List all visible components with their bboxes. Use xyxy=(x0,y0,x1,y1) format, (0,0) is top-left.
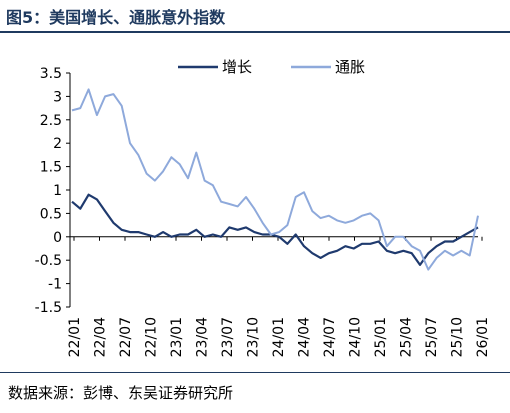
y-tick-label: 3.5 xyxy=(40,66,62,82)
source-note: 数据来源：彭博、东吴证券研究所 xyxy=(8,384,234,402)
legend-label: 通胀 xyxy=(335,58,365,76)
figure-title: 图5：美国增长、通胀意外指数 xyxy=(6,8,226,27)
series-line-inflation xyxy=(71,88,479,271)
x-tick-label: 25/07 xyxy=(424,317,440,357)
x-tick-label: 23/07 xyxy=(220,317,236,357)
title-rule xyxy=(0,31,510,33)
x-tick-label: 24/10 xyxy=(348,317,364,357)
x-tick-label: 22/07 xyxy=(118,317,134,357)
y-tick-label: 0 xyxy=(53,230,62,246)
x-tick-label: 25/10 xyxy=(450,317,466,357)
series-line-growth xyxy=(71,193,479,266)
x-tick-label: 25/01 xyxy=(373,317,389,357)
y-tick-label: 3 xyxy=(53,89,62,105)
line-chart: 增长 通胀 3.532.521.510.50-0.5-1-1.5 22/01 22/… xyxy=(35,58,491,357)
y-axis: 3.5 3 2.5 2 1.5 1 0.5 0 -0.5 -1 -1.5 xyxy=(35,66,71,316)
x-tick-label: 26/01 xyxy=(475,317,491,357)
y-tick-label: -1 xyxy=(48,277,62,293)
x-axis: 22/01 22/04 22/07 22/10 23/01 23/04 23/07 23/10… xyxy=(67,236,491,357)
x-tick-label: 25/04 xyxy=(399,317,415,357)
x-tick-label: 22/01 xyxy=(67,317,83,357)
chart-legend: 增长 通胀 xyxy=(178,58,365,76)
legend-label: 增长 xyxy=(222,58,252,76)
source-rule xyxy=(0,372,510,373)
x-tick-label: 24/07 xyxy=(322,317,338,357)
x-tick-label: 24/04 xyxy=(297,317,313,357)
y-tick-label: 2 xyxy=(53,136,62,152)
x-tick-label: 23/10 xyxy=(246,317,262,357)
y-tick-label: -0.5 xyxy=(35,253,62,269)
y-tick-label: 1 xyxy=(53,183,62,199)
y-tick-label: 1.5 xyxy=(40,160,62,176)
y-tick-label: 0.5 xyxy=(40,206,62,222)
plot-area xyxy=(71,88,479,271)
x-tick-label: 23/04 xyxy=(195,317,211,357)
y-tick-label: -1.5 xyxy=(35,300,62,316)
x-tick-label: 24/01 xyxy=(271,317,287,357)
x-tick-label: 22/04 xyxy=(93,317,109,357)
x-tick-label: 23/01 xyxy=(169,317,185,357)
x-tick-label: 22/10 xyxy=(144,317,160,357)
y-tick-label: 2.5 xyxy=(40,113,62,129)
